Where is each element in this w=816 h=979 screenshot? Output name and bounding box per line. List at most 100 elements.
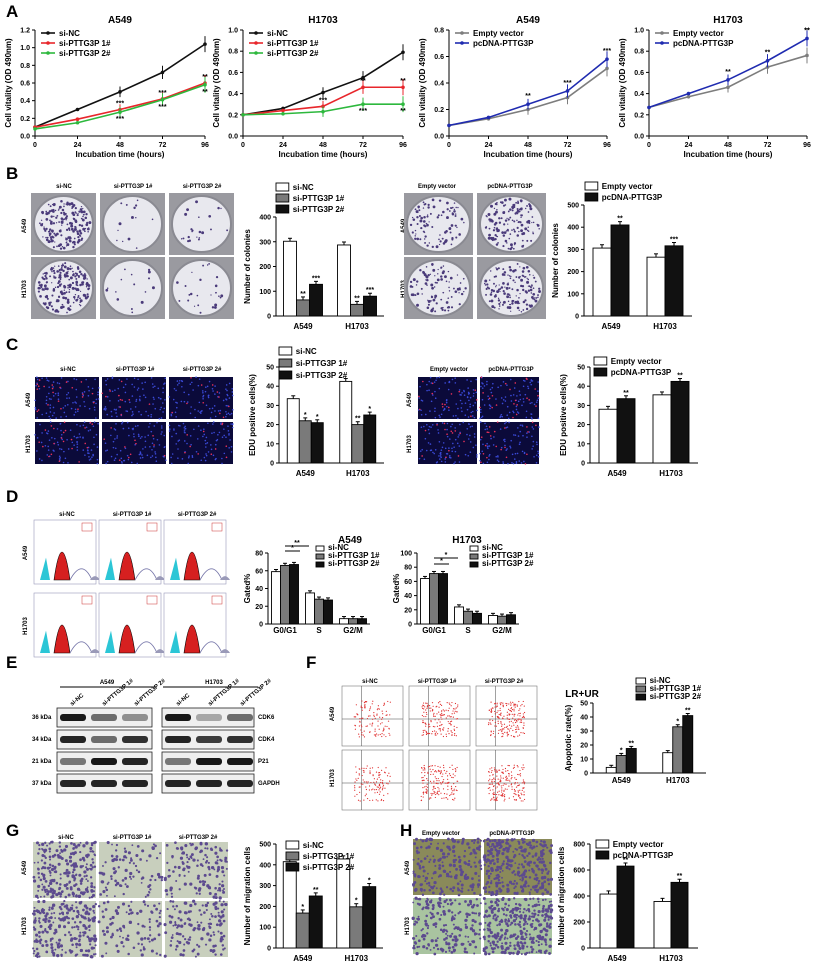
- migrated-cell: [87, 949, 91, 953]
- nucleus: [97, 422, 99, 425]
- debris-peak: [170, 630, 180, 653]
- event-dot: [425, 725, 427, 727]
- migrated-cell: [110, 877, 113, 881]
- nucleus: [195, 450, 198, 453]
- bar: [314, 598, 324, 625]
- colony: [76, 214, 79, 217]
- event-dot: [436, 791, 438, 793]
- event-dot: [496, 711, 498, 714]
- colony: [498, 302, 501, 305]
- event-dot: [496, 771, 498, 773]
- edu-positive-cell: [218, 396, 220, 398]
- colony: [50, 267, 53, 271]
- event-dot: [368, 789, 371, 791]
- nucleus: [96, 462, 99, 465]
- event-dot: [443, 710, 445, 712]
- colony: [43, 277, 46, 281]
- colony: [51, 230, 54, 233]
- y-tick-label: 400: [259, 862, 271, 869]
- event-dot: [436, 725, 439, 727]
- nucleus: [206, 442, 209, 444]
- nucleus: [486, 442, 488, 445]
- edu-positive-cell: [491, 406, 493, 409]
- nucleus: [470, 380, 472, 383]
- nucleus: [97, 398, 100, 400]
- migrated-cell: [529, 846, 532, 849]
- nucleus: [186, 442, 188, 445]
- event-dot: [490, 701, 492, 703]
- colony: [45, 218, 49, 221]
- edu-positive-cell: [37, 409, 40, 411]
- event-dot: [501, 732, 503, 735]
- migrated-cell: [150, 938, 154, 942]
- flow-dotplot: [408, 685, 471, 747]
- colony: [518, 230, 520, 233]
- nucleus: [228, 434, 230, 436]
- nucleus: [506, 426, 509, 428]
- migrated-cell: [127, 904, 131, 908]
- event-dot: [508, 708, 510, 710]
- kda-label: 37 kDa: [32, 781, 52, 787]
- colony: [491, 305, 495, 309]
- colony: [37, 290, 40, 293]
- migrated-cell: [194, 847, 198, 851]
- edu-positive-cell: [535, 424, 537, 427]
- nucleus: [76, 449, 79, 451]
- edu-positive-cell: [64, 429, 67, 432]
- colony: [515, 295, 517, 297]
- migrated-cell: [118, 927, 122, 931]
- colony: [521, 245, 524, 248]
- event-dot: [514, 721, 517, 724]
- blot-band: [196, 758, 222, 765]
- nucleus: [475, 378, 477, 381]
- nucleus: [52, 449, 55, 452]
- migrated-cell: [425, 846, 428, 850]
- nucleus: [532, 445, 534, 448]
- nucleus: [202, 395, 204, 398]
- panel-letter-e: E: [6, 653, 17, 672]
- colony: [538, 287, 541, 290]
- colony: [130, 273, 133, 276]
- colony: [416, 237, 420, 241]
- nucleus: [90, 449, 93, 451]
- colony: [48, 301, 51, 305]
- line-chart-A1: [32, 29, 207, 139]
- migrated-cell: [208, 873, 212, 876]
- migrated-cell: [197, 924, 201, 928]
- y-tick-label: 50: [577, 365, 585, 372]
- event-dot: [429, 725, 431, 728]
- nucleus: [428, 425, 431, 428]
- migrated-cell: [144, 895, 147, 898]
- colony: [66, 267, 70, 271]
- event-dot: [374, 792, 376, 794]
- event-dot: [365, 701, 367, 703]
- nucleus: [114, 457, 117, 460]
- migrated-cell: [155, 907, 159, 911]
- protein-label: CDK4: [258, 737, 275, 743]
- migrated-cell: [122, 924, 126, 928]
- colony: [81, 218, 85, 222]
- event-dot: [437, 783, 439, 785]
- colony: [454, 290, 458, 293]
- colony: [519, 292, 521, 295]
- event-dot: [500, 712, 502, 714]
- event-dot: [433, 790, 435, 793]
- nucleus: [60, 377, 63, 379]
- nucleus: [36, 450, 38, 452]
- colony: [68, 285, 72, 289]
- nucleus: [105, 462, 107, 465]
- dotplot-frame: [475, 685, 538, 747]
- nucleus: [77, 436, 79, 439]
- event-dot: [504, 767, 507, 770]
- category-label: H1703: [666, 776, 690, 785]
- event-dot: [432, 705, 434, 707]
- migrated-cell: [122, 936, 124, 939]
- event-dot: [369, 708, 371, 710]
- colony: [527, 230, 530, 232]
- migrated-cell: [48, 863, 52, 867]
- nucleus: [207, 395, 210, 397]
- event-dot: [381, 722, 383, 724]
- colony: [509, 208, 512, 211]
- event-dot: [372, 700, 374, 702]
- nucleus: [471, 410, 474, 413]
